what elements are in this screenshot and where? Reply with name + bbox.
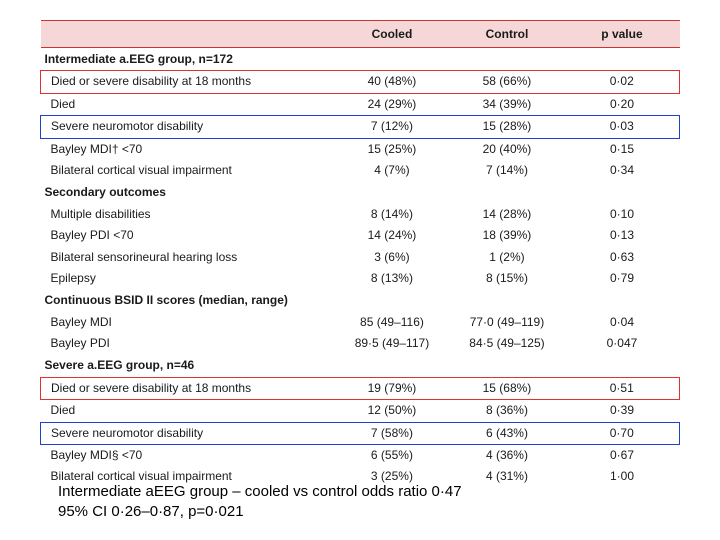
cell-control: 15 (28%) [449,116,564,138]
cell-control: 1 (2%) [449,247,564,268]
cell-cooled: 19 (79%) [334,377,449,399]
cell-control: 77·0 (49–119) [449,312,564,333]
row-label: Bilateral cortical visual impairment [41,160,335,181]
table-row: Died12 (50%)8 (36%)0·39 [41,400,680,422]
cell-pvalue: 0·39 [564,400,679,422]
cell-cooled: 85 (49–116) [334,312,449,333]
cell-cooled: 40 (48%) [334,71,449,93]
row-label: Bayley MDI [41,312,335,333]
row-label: Epilepsy [41,268,335,289]
row-label: Bayley PDI <70 [41,225,335,246]
row-label: Died [41,400,335,422]
section-title-row: Intermediate a.EEG group, n=172 [41,48,680,71]
col-control: Control [449,21,564,48]
row-label: Multiple disabilities [41,204,335,225]
table-row: Bayley PDI89·5 (49–117)84·5 (49–125)0·04… [41,333,680,354]
section-title: Intermediate a.EEG group, n=172 [41,48,680,71]
cell-control: 84·5 (49–125) [449,333,564,354]
cell-control: 14 (28%) [449,204,564,225]
cell-cooled: 7 (58%) [334,422,449,444]
section-title-row: Continuous BSID II scores (median, range… [41,289,680,311]
table-row: Severe neuromotor disability7 (58%)6 (43… [41,422,680,444]
header-row: Cooled Control p value [41,21,680,48]
table-row: Severe neuromotor disability7 (12%)15 (2… [41,116,680,138]
table-row: Bilateral cortical visual impairment4 (7… [41,160,680,181]
caption-line1: Intermediate aEEG group – cooled vs cont… [58,482,638,502]
cell-cooled: 8 (13%) [334,268,449,289]
section-title: Secondary outcomes [41,181,680,203]
cell-pvalue: 0·70 [564,422,679,444]
col-blank [41,21,335,48]
cell-pvalue: 0·79 [564,268,679,289]
cell-control: 15 (68%) [449,377,564,399]
slide: Cooled Control p value Intermediate a.EE… [0,0,720,540]
cell-cooled: 24 (29%) [334,93,449,115]
cell-cooled: 15 (25%) [334,138,449,160]
cell-cooled: 12 (50%) [334,400,449,422]
cell-pvalue: 0·047 [564,333,679,354]
table-row: Multiple disabilities8 (14%)14 (28%)0·10 [41,204,680,225]
cell-pvalue: 0·63 [564,247,679,268]
cell-pvalue: 0·03 [564,116,679,138]
cell-control: 20 (40%) [449,138,564,160]
caption: Intermediate aEEG group – cooled vs cont… [58,482,638,523]
cell-cooled: 89·5 (49–117) [334,333,449,354]
row-label: Severe neuromotor disability [41,116,335,138]
table-row: Died or severe disability at 18 months40… [41,71,680,93]
section-title: Severe a.EEG group, n=46 [41,354,680,377]
row-label: Severe neuromotor disability [41,422,335,444]
table-row: Epilepsy8 (13%)8 (15%)0·79 [41,268,680,289]
cell-control: 7 (14%) [449,160,564,181]
cell-pvalue: 0·15 [564,138,679,160]
caption-line2: 95% CI 0·26–0·87, p=0·021 [58,502,638,522]
col-cooled: Cooled [334,21,449,48]
cell-pvalue: 0·51 [564,377,679,399]
table-row: Died24 (29%)34 (39%)0·20 [41,93,680,115]
cell-pvalue: 0·34 [564,160,679,181]
row-label: Bayley PDI [41,333,335,354]
cell-cooled: 14 (24%) [334,225,449,246]
cell-pvalue: 0·02 [564,71,679,93]
section-title: Continuous BSID II scores (median, range… [41,289,680,311]
cell-cooled: 7 (12%) [334,116,449,138]
cell-pvalue: 0·67 [564,445,679,467]
row-label: Died or severe disability at 18 months [41,71,335,93]
cell-pvalue: 0·13 [564,225,679,246]
row-label: Died or severe disability at 18 months [41,377,335,399]
cell-pvalue: 0·04 [564,312,679,333]
section-title-row: Secondary outcomes [41,181,680,203]
cell-cooled: 3 (6%) [334,247,449,268]
cell-cooled: 4 (7%) [334,160,449,181]
table-body: Intermediate a.EEG group, n=172Died or s… [41,48,680,488]
cell-control: 4 (36%) [449,445,564,467]
row-label: Bilateral sensorineural hearing loss [41,247,335,268]
table-row: Bayley MDI§ <706 (55%)4 (36%)0·67 [41,445,680,467]
row-label: Died [41,93,335,115]
cell-pvalue: 0·10 [564,204,679,225]
cell-control: 6 (43%) [449,422,564,444]
cell-pvalue: 0·20 [564,93,679,115]
table-row: Bayley MDI85 (49–116)77·0 (49–119)0·04 [41,312,680,333]
cell-control: 58 (66%) [449,71,564,93]
cell-control: 18 (39%) [449,225,564,246]
cell-control: 8 (15%) [449,268,564,289]
row-label: Bayley MDI† <70 [41,138,335,160]
table-row: Died or severe disability at 18 months19… [41,377,680,399]
cell-control: 34 (39%) [449,93,564,115]
col-pvalue: p value [564,21,679,48]
table-row: Bayley PDI <7014 (24%)18 (39%)0·13 [41,225,680,246]
section-title-row: Severe a.EEG group, n=46 [41,354,680,377]
row-label: Bayley MDI§ <70 [41,445,335,467]
cell-cooled: 6 (55%) [334,445,449,467]
cell-control: 8 (36%) [449,400,564,422]
outcomes-table: Cooled Control p value Intermediate a.EE… [40,20,680,488]
table-row: Bilateral sensorineural hearing loss3 (6… [41,247,680,268]
table-row: Bayley MDI† <7015 (25%)20 (40%)0·15 [41,138,680,160]
cell-cooled: 8 (14%) [334,204,449,225]
